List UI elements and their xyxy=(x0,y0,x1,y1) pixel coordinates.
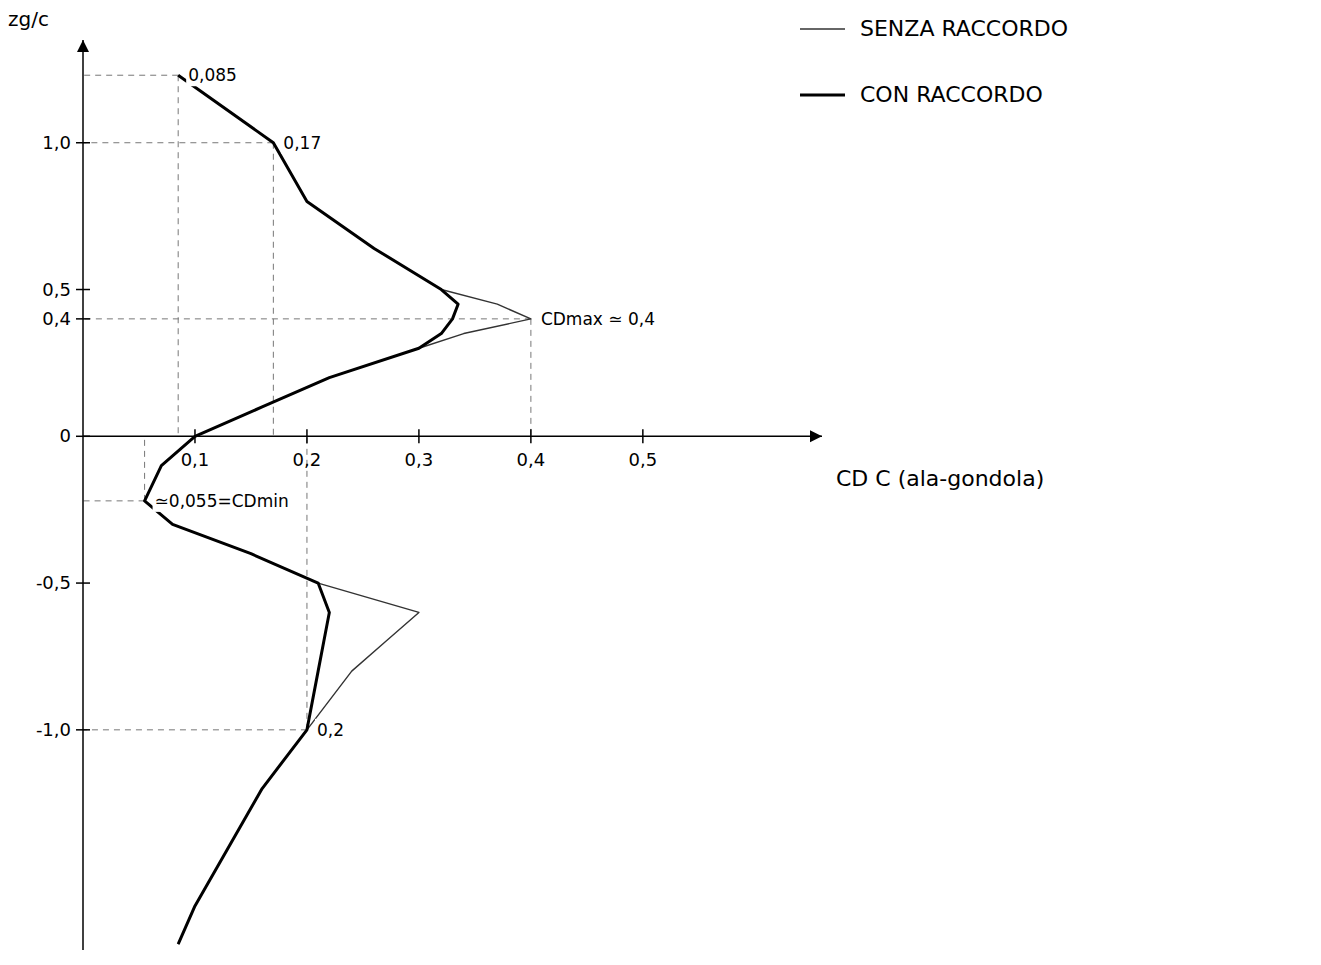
annotation-bg xyxy=(539,308,657,330)
guide-line xyxy=(530,319,531,436)
annotation-bg xyxy=(281,132,323,154)
series-line xyxy=(145,75,531,944)
x-tick-label: 0,1 xyxy=(181,449,210,470)
plot-lines xyxy=(145,75,531,944)
legend-label: SENZA RACCORDO xyxy=(860,16,1068,41)
series-line xyxy=(145,75,459,944)
legend-swatch xyxy=(800,28,845,29)
annotation-bg xyxy=(315,719,346,741)
chart: 0,1 0,2 0,3 0,4 0,5 -1,0 -0,5 0 0,4 0,5 1,0 zg/c CD … xyxy=(0,0,1321,965)
y-tick-label: 0 xyxy=(60,425,71,446)
guide-line xyxy=(83,729,307,730)
x-axis-title: CD C (ala-gondola) xyxy=(836,466,1044,491)
legend-label: CON RACCORDO xyxy=(860,82,1043,107)
y-tick xyxy=(76,436,90,438)
x-tick-label: 0,5 xyxy=(629,449,658,470)
y-axis xyxy=(82,40,84,950)
y-tick-label: -1,0 xyxy=(36,719,71,740)
legend-swatch xyxy=(800,94,845,97)
annotation: CDmax ≃ 0,4 xyxy=(541,309,655,329)
y-tick xyxy=(76,729,90,731)
y-tick-label: 0,5 xyxy=(42,279,71,300)
y-tick-label: 1,0 xyxy=(42,132,71,153)
guide-line xyxy=(178,75,179,436)
y-axis-title: zg/c xyxy=(8,7,49,31)
annotation: ≃0,055=CDmin xyxy=(155,491,289,511)
y-axis-arrow xyxy=(77,40,89,52)
y-tick xyxy=(76,142,90,144)
y-tick-label: 0,4 xyxy=(42,308,71,329)
annotation: 0,085 xyxy=(188,65,237,85)
x-tick-label: 0,2 xyxy=(293,449,322,470)
y-tick xyxy=(76,289,90,291)
guide-line xyxy=(83,318,531,319)
guide-line xyxy=(144,436,145,501)
x-tick-label: 0,4 xyxy=(517,449,546,470)
guide-line xyxy=(83,500,145,501)
guide-line xyxy=(83,142,273,143)
x-tick xyxy=(530,429,532,443)
x-tick xyxy=(306,429,308,443)
guide-line xyxy=(83,75,178,76)
annotation-bg xyxy=(186,64,239,86)
annotation: 0,17 xyxy=(283,133,321,153)
annotation-bg xyxy=(153,490,291,512)
x-tick xyxy=(642,429,644,443)
x-tick-label: 0,3 xyxy=(405,449,434,470)
annotation: 0,2 xyxy=(317,720,344,740)
guide-line xyxy=(306,436,307,730)
guide-line xyxy=(273,143,274,437)
y-tick-label: -0,5 xyxy=(36,572,71,593)
x-axis-arrow xyxy=(810,430,822,442)
x-tick xyxy=(418,429,420,443)
y-tick xyxy=(76,582,90,584)
guides xyxy=(83,75,531,730)
legend: SENZA RACCORDO CON RACCORDO xyxy=(800,16,1068,107)
y-tick xyxy=(76,318,90,320)
